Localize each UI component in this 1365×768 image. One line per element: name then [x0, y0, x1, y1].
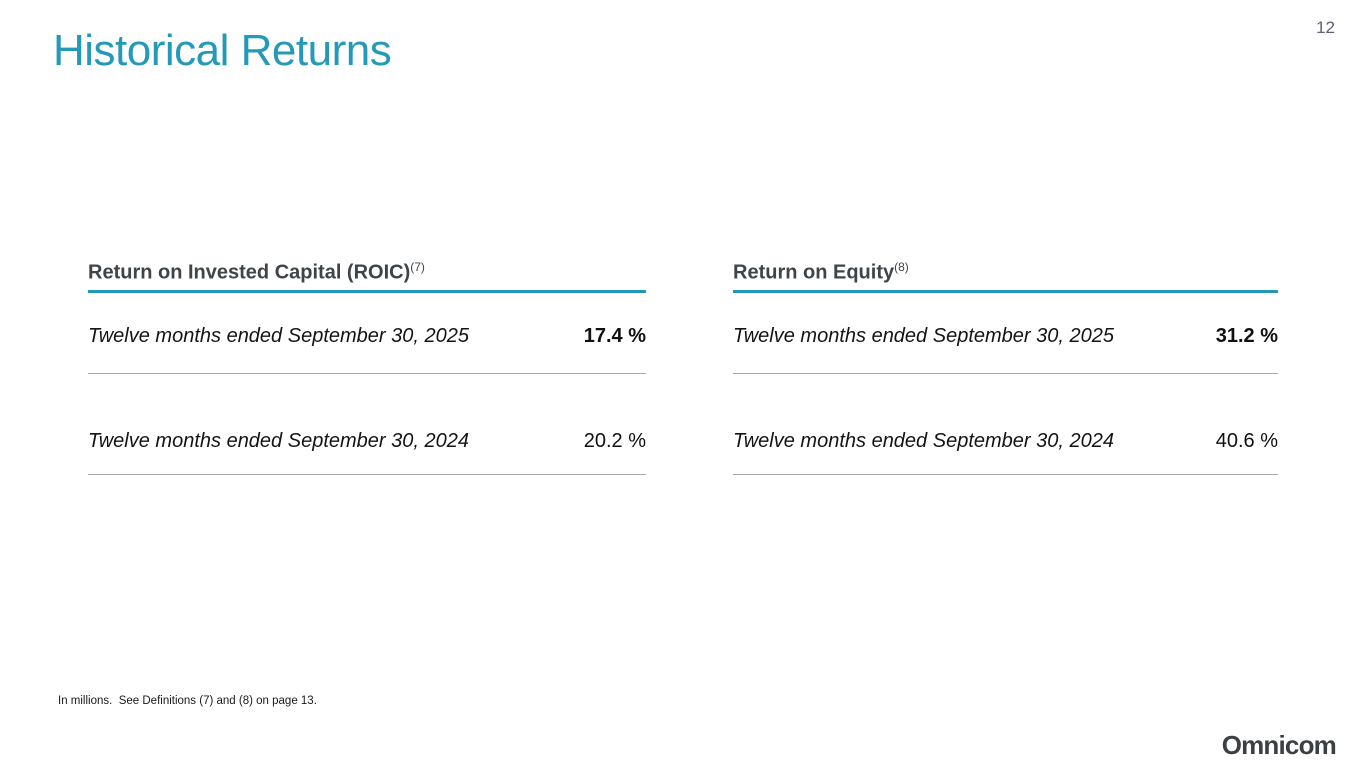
page-number: 12 — [1316, 18, 1335, 37]
row-label: Twelve months ended September 30, 2024 — [88, 429, 469, 452]
page-title: Historical Returns — [53, 26, 392, 75]
table-row: Twelve months ended September 30, 2025 3… — [733, 293, 1278, 374]
table-row: Twelve months ended September 30, 2024 2… — [88, 374, 646, 475]
row-value: 31.2 % — [1215, 324, 1278, 347]
omnicom-logo: Omnicom — [1221, 730, 1337, 760]
roic-footnote-reference: (7) — [410, 260, 425, 274]
row-value: 17.4 % — [583, 324, 646, 347]
table-row: Twelve months ended September 30, 2025 1… — [88, 293, 646, 374]
roe-table: Return on Equity(8) Twelve months ended … — [733, 255, 1278, 475]
roic-table-title: Return on Invested Capital (ROIC) — [88, 261, 411, 284]
roic-table-header: Return on Invested Capital (ROIC)(7) — [88, 255, 646, 293]
roe-table-header: Return on Equity(8) — [733, 255, 1278, 293]
row-label: Twelve months ended September 30, 2025 — [733, 324, 1114, 347]
table-row: Twelve months ended September 30, 2024 4… — [733, 374, 1278, 475]
row-value: 40.6 % — [1215, 429, 1278, 452]
row-label: Twelve months ended September 30, 2024 — [733, 429, 1114, 452]
row-label: Twelve months ended September 30, 2025 — [88, 324, 469, 347]
footnote: In millions. See Definitions (7) and (8)… — [58, 695, 317, 707]
roe-footnote-reference: (8) — [894, 260, 909, 274]
roe-table-title: Return on Equity — [733, 261, 895, 284]
row-value: 20.2 % — [583, 429, 646, 452]
roic-table: Return on Invested Capital (ROIC)(7) Twe… — [88, 255, 646, 475]
